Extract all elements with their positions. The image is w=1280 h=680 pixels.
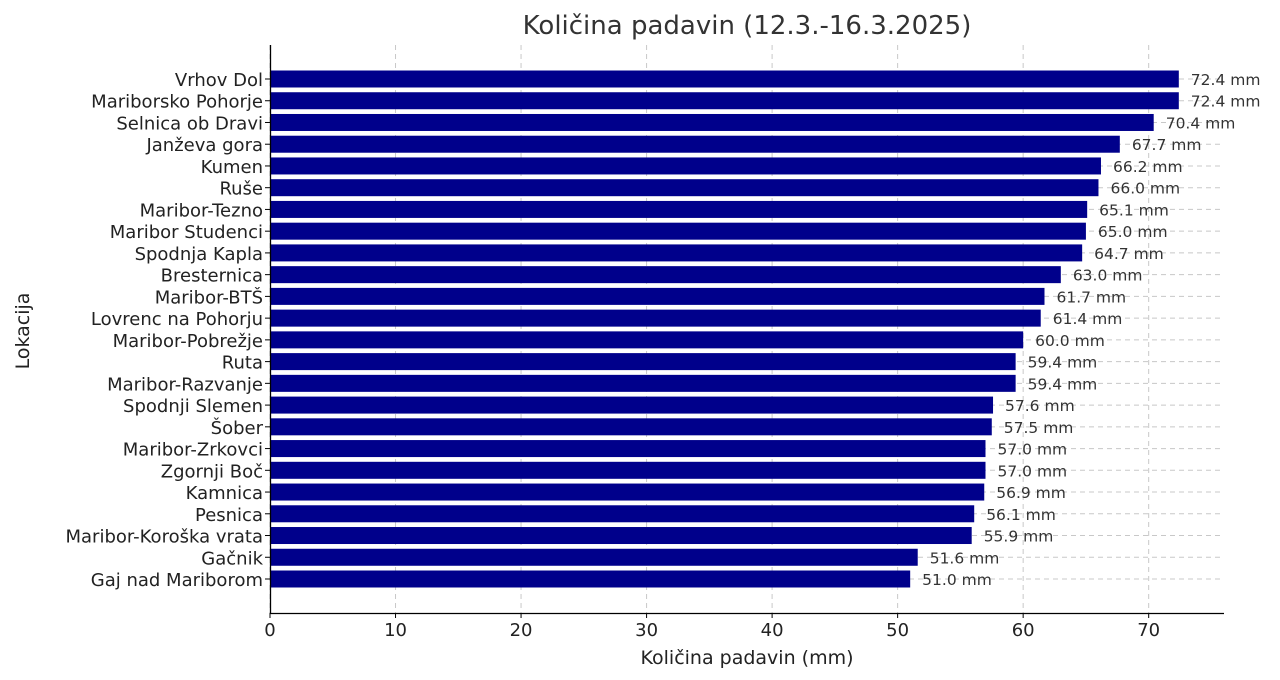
data-label: 60.0 mm: [1035, 332, 1105, 350]
data-label: 56.1 mm: [986, 506, 1056, 524]
data-label: 70.4 mm: [1166, 114, 1236, 132]
data-label: 65.1 mm: [1099, 201, 1169, 219]
bar: [270, 135, 1120, 153]
bar: [270, 244, 1083, 262]
data-label: 66.0 mm: [1110, 180, 1180, 198]
data-label: 67.7 mm: [1132, 136, 1202, 154]
data-label: 57.0 mm: [998, 462, 1068, 480]
bar: [270, 222, 1086, 240]
chart-title: Količina padavin (12.3.-16.3.2025): [523, 11, 972, 41]
bar: [270, 70, 1179, 88]
data-label: 56.9 mm: [996, 484, 1066, 502]
category-label: Maribor-Zrkovci: [123, 440, 263, 461]
data-label: 59.4 mm: [1028, 354, 1098, 372]
data-label: 51.0 mm: [922, 571, 992, 589]
x-tick-label: 70: [1137, 620, 1160, 641]
category-label: Spodnja Kapla: [135, 244, 263, 265]
data-labels: 72.4 mm 72.4 mm 70.4 mm 67.7 mm 66.2 mm 66.0 …: [922, 71, 1260, 589]
data-label: 63.0 mm: [1073, 267, 1143, 285]
data-label: 57.5 mm: [1004, 419, 1074, 437]
category-label: Gačnik: [201, 548, 263, 569]
category-label: Šober: [211, 417, 264, 439]
data-label: 61.7 mm: [1056, 288, 1126, 306]
category-label: Janževa gora: [145, 135, 263, 156]
bar: [270, 418, 992, 436]
data-label: 61.4 mm: [1053, 310, 1123, 328]
bar: [270, 374, 1016, 392]
bar: [270, 548, 918, 566]
bar: [270, 331, 1024, 349]
bar: [270, 113, 1154, 131]
data-label: 65.0 mm: [1098, 223, 1168, 241]
x-tick-label: 10: [384, 620, 407, 641]
category-label: Maribor-Pobrežje: [113, 331, 263, 352]
bar: [270, 287, 1045, 305]
bar: [270, 440, 986, 458]
x-tick-label: 40: [761, 620, 784, 641]
bar: [270, 266, 1061, 284]
category-label: Lovrenc na Pohorju: [91, 309, 263, 330]
bar: [270, 505, 975, 523]
x-tick-label: 50: [886, 620, 909, 641]
bars: [270, 70, 1179, 588]
bar: [270, 179, 1099, 197]
category-label: Pesnica: [195, 505, 263, 526]
category-label: Selnica ob Dravi: [116, 113, 263, 134]
category-label: Mariborsko Pohorje: [91, 92, 263, 113]
data-label: 59.4 mm: [1028, 375, 1098, 393]
category-label: Ruše: [219, 179, 263, 200]
data-label: 57.6 mm: [1005, 397, 1075, 415]
bar: [270, 309, 1041, 327]
category-label: Maribor-BTŠ: [155, 286, 263, 308]
category-label: Maribor-Koroška vrata: [66, 527, 264, 548]
category-label: Vrhov Dol: [175, 70, 263, 91]
data-label: 72.4 mm: [1191, 93, 1261, 111]
bar: [270, 353, 1016, 371]
x-tick-label: 0: [264, 620, 275, 641]
category-label: Gaj nad Mariborom: [91, 570, 263, 591]
x-tick-label: 60: [1012, 620, 1035, 641]
bar: [270, 461, 986, 479]
x-tick-label: 20: [510, 620, 533, 641]
category-label: Zgornji Boč: [161, 461, 263, 482]
category-label: Ruta: [222, 353, 263, 374]
bar: [270, 527, 972, 545]
data-label: 64.7 mm: [1094, 245, 1164, 263]
x-ticks: 0 10 20 30 40 50 60 70: [264, 78, 1160, 641]
category-label: Kamnica: [186, 483, 263, 504]
y-axis-title: Lokacija: [12, 293, 34, 370]
data-label: 72.4 mm: [1191, 71, 1261, 89]
bar: [270, 570, 911, 588]
category-label: Maribor-Tezno: [140, 200, 263, 221]
data-label: 55.9 mm: [984, 528, 1054, 546]
bar: [270, 92, 1179, 110]
x-tick-label: 30: [635, 620, 658, 641]
x-axis-title: Količina padavin (mm): [641, 647, 854, 669]
data-label: 57.0 mm: [998, 441, 1068, 459]
data-label: 51.6 mm: [930, 549, 1000, 567]
bar: [270, 396, 994, 414]
data-label: 66.2 mm: [1113, 158, 1183, 176]
category-label: Maribor-Razvanje: [107, 374, 263, 395]
category-label: Spodnji Slemen: [123, 396, 263, 417]
category-label: Kumen: [201, 157, 263, 178]
category-label: Bresternica: [161, 266, 263, 287]
bar: [270, 483, 985, 501]
bar: [270, 200, 1088, 218]
bar: [270, 157, 1101, 175]
category-label: Maribor Studenci: [110, 222, 263, 243]
